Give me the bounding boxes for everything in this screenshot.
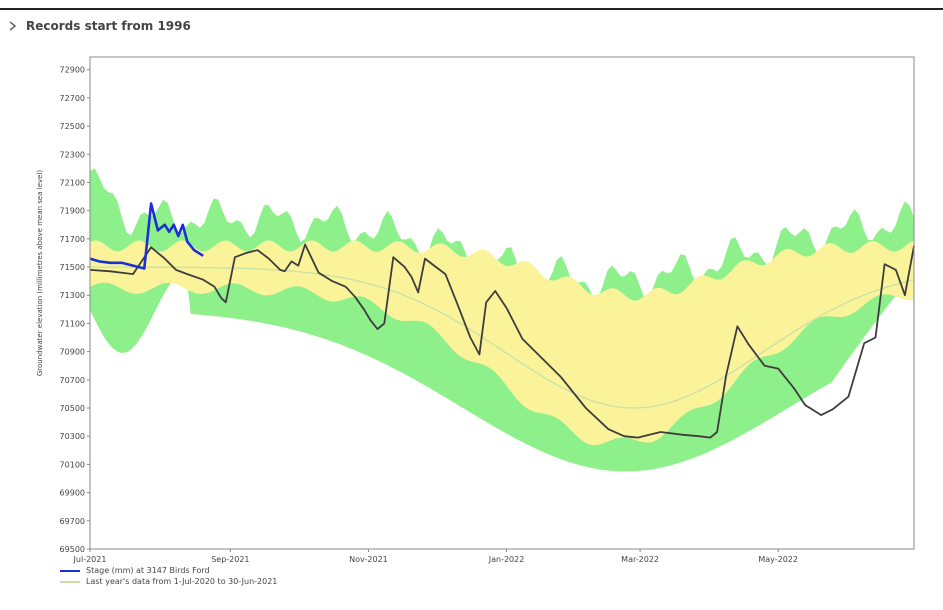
y-tick-label: 71500 (60, 263, 85, 272)
y-axis-ticks: 72900 72700 72500 72300 72100 71900 71700 71500… (60, 66, 90, 554)
median-line (90, 266, 915, 409)
plot-frame (89, 56, 915, 550)
series-lines (89, 202, 915, 439)
y-tick-label: 71100 (60, 319, 85, 328)
legend-item-stage: Stage (mm) at 3147 Birds Ford (60, 565, 277, 576)
legend-label-stage: Stage (mm) at 3147 Birds Ford (86, 566, 210, 575)
y-tick-label: 72500 (60, 122, 85, 131)
y-axis-label: Groundwater elevation (millimetres above… (36, 170, 44, 377)
x-axis-ticks: Jul-2021 Sep-2021 Nov-2021 Jan-2022 Mar-2022… (73, 549, 798, 564)
y-tick-label: 72700 (60, 94, 85, 103)
x-tick-label: Sep-2021 (211, 555, 249, 564)
x-tick-label: May-2022 (758, 555, 798, 564)
x-tick-label: Mar-2022 (621, 555, 659, 564)
last-year-series-line (89, 243, 915, 439)
legend-swatch-stage (60, 569, 80, 572)
y-tick-label: 70700 (60, 376, 85, 385)
records-header[interactable]: Records start from 1996 (6, 16, 191, 36)
y-tick-label: 72900 (60, 66, 85, 75)
y-tick-label: 71300 (60, 291, 85, 300)
y-tick-label: 70900 (60, 348, 85, 357)
x-tick-label: Jul-2021 (73, 555, 107, 564)
y-tick-label: 69500 (60, 545, 85, 554)
y-tick-label: 71900 (60, 207, 85, 216)
top-divider (0, 8, 943, 10)
y-tick-label: 70300 (60, 432, 85, 441)
y-tick-label: 71700 (60, 235, 85, 244)
y-tick-label: 72300 (60, 150, 85, 159)
y-tick-label: 70500 (60, 404, 85, 413)
legend-label-last-year: Last year's data from 1-Jul-2020 to 30-J… (86, 577, 278, 586)
inner-percentile-band (90, 240, 914, 446)
y-tick-label: 72100 (60, 178, 85, 187)
y-tick-label: 69700 (60, 517, 85, 526)
legend-swatch-last-year (60, 580, 80, 583)
y-tick-label: 69900 (60, 489, 85, 498)
stage-series-line (89, 202, 204, 270)
y-tick-label: 70100 (60, 460, 85, 469)
chevron-right-icon[interactable] (6, 19, 20, 33)
percentile-bands (90, 168, 915, 472)
records-start-title: Records start from 1996 (26, 19, 191, 33)
legend: Stage (mm) at 3147 Birds Ford Last year'… (60, 565, 277, 587)
legend-item-last-year: Last year's data from 1-Jul-2020 to 30-J… (60, 576, 277, 587)
x-tick-label: Nov-2021 (349, 555, 388, 564)
x-tick-label: Jan-2022 (488, 555, 525, 564)
